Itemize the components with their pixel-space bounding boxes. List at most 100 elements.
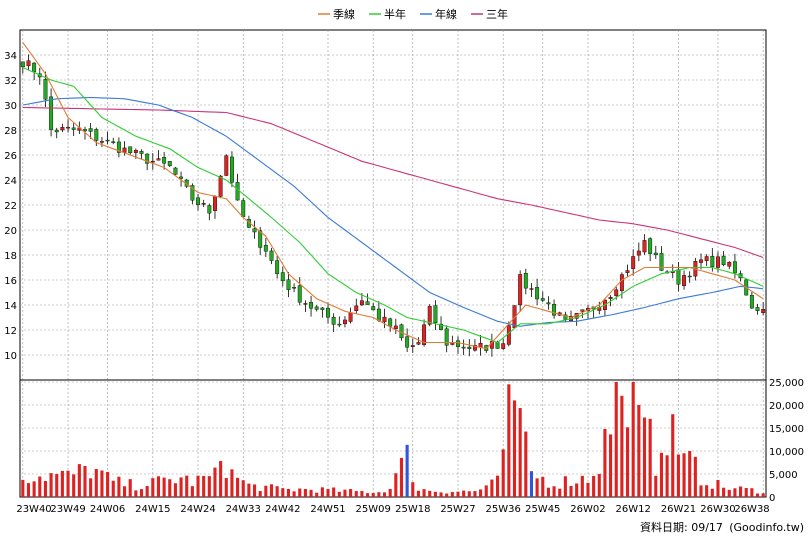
volume-bar bbox=[309, 489, 313, 497]
x-tick-label: 24W15 bbox=[135, 504, 170, 515]
volume-bar bbox=[349, 489, 353, 497]
candle-body bbox=[99, 141, 104, 143]
volume-bar bbox=[38, 476, 42, 497]
candle-body bbox=[495, 342, 500, 349]
candle-body bbox=[422, 324, 427, 345]
volume-bar bbox=[156, 476, 161, 497]
candle-body bbox=[235, 182, 240, 201]
candle-body bbox=[699, 259, 703, 263]
volume-bar bbox=[196, 475, 200, 497]
volume-bar bbox=[603, 428, 607, 497]
volume-bar bbox=[750, 488, 754, 497]
volume-bar bbox=[546, 487, 550, 497]
x-tick-label: 26W38 bbox=[734, 504, 769, 515]
candle-body bbox=[71, 127, 76, 130]
candle-body bbox=[258, 230, 263, 248]
volume-bar bbox=[654, 475, 658, 497]
candle-body bbox=[196, 197, 200, 205]
x-tick-label: 25W27 bbox=[440, 504, 475, 515]
candle-body bbox=[303, 303, 308, 305]
volume-bar bbox=[676, 454, 680, 497]
volume-bar bbox=[298, 488, 302, 497]
volume-bar bbox=[665, 455, 669, 497]
candle-body bbox=[439, 323, 443, 330]
volume-bar bbox=[43, 480, 47, 497]
volume-bar bbox=[501, 449, 505, 497]
candle-body bbox=[540, 298, 545, 301]
volume-bar bbox=[202, 475, 206, 497]
volume-bar bbox=[620, 395, 624, 497]
candle-body bbox=[133, 150, 138, 153]
volume-bar bbox=[479, 489, 483, 497]
candle-body bbox=[642, 240, 647, 253]
candle-body bbox=[659, 253, 664, 271]
candle-body bbox=[122, 147, 127, 153]
volume-bar bbox=[552, 486, 556, 497]
candle-body bbox=[648, 238, 653, 254]
x-tick-label: 25W09 bbox=[356, 504, 391, 515]
volume-bar bbox=[77, 464, 81, 497]
volume-tick-label: 20,000 bbox=[769, 401, 804, 412]
volume-bar bbox=[439, 492, 443, 497]
volume-bar bbox=[162, 477, 166, 497]
volume-bar bbox=[744, 487, 748, 497]
candle-body bbox=[337, 323, 342, 326]
candle-body bbox=[224, 155, 229, 176]
candle-body bbox=[331, 316, 336, 325]
candle-body bbox=[433, 305, 438, 324]
candle-body bbox=[732, 261, 737, 274]
candle-body bbox=[444, 328, 449, 346]
candle-body bbox=[348, 312, 353, 322]
volume-bar bbox=[66, 470, 70, 497]
candle-body bbox=[365, 301, 370, 305]
price-tick-label: 34 bbox=[4, 51, 17, 62]
volume-bar bbox=[445, 493, 449, 497]
candle-body bbox=[472, 345, 477, 351]
candle-body bbox=[506, 325, 511, 345]
candle-body bbox=[456, 340, 460, 347]
candle-body bbox=[343, 319, 347, 325]
candle-body bbox=[704, 256, 709, 261]
candle-body bbox=[749, 295, 754, 309]
volume-bar bbox=[558, 488, 562, 497]
volume-bar bbox=[32, 481, 36, 497]
volume-bar bbox=[219, 461, 223, 497]
candle-body bbox=[461, 346, 466, 349]
volume-bar bbox=[21, 479, 25, 497]
volume-bar bbox=[337, 491, 341, 497]
candle-body bbox=[727, 262, 732, 267]
candle-body bbox=[608, 297, 613, 299]
volume-bar bbox=[258, 491, 262, 497]
x-tick-label: 23W40 bbox=[16, 504, 51, 515]
volume-bar bbox=[529, 471, 534, 497]
candle-body bbox=[410, 345, 415, 347]
volume-bar bbox=[326, 489, 330, 497]
volume-bar bbox=[315, 492, 319, 497]
volume-bar bbox=[224, 478, 228, 497]
price-tick-label: 10 bbox=[4, 351, 17, 362]
candle-body bbox=[393, 325, 398, 329]
volume-bar bbox=[394, 473, 398, 497]
candle-body bbox=[580, 309, 585, 312]
candle-body bbox=[190, 185, 195, 201]
x-tick-label: 24W42 bbox=[265, 504, 300, 515]
candle-body bbox=[716, 256, 720, 268]
candle-body bbox=[563, 314, 568, 320]
candle-body bbox=[314, 306, 319, 310]
volume-bar bbox=[563, 476, 567, 497]
candle-body bbox=[552, 304, 557, 316]
candle-body bbox=[111, 141, 116, 143]
legend-label: 三年 bbox=[486, 7, 508, 21]
volume-bar bbox=[377, 492, 381, 497]
price-tick-label: 28 bbox=[4, 126, 17, 137]
volume-bar bbox=[524, 431, 528, 497]
volume-bar bbox=[388, 488, 392, 497]
volume-bar bbox=[382, 492, 387, 497]
ma-quarter-line bbox=[22, 42, 764, 350]
volume-bar bbox=[484, 485, 488, 497]
volume-bar bbox=[139, 489, 144, 497]
volume-bar bbox=[755, 493, 760, 497]
candle-body bbox=[167, 161, 172, 167]
volume-bar bbox=[252, 484, 257, 497]
